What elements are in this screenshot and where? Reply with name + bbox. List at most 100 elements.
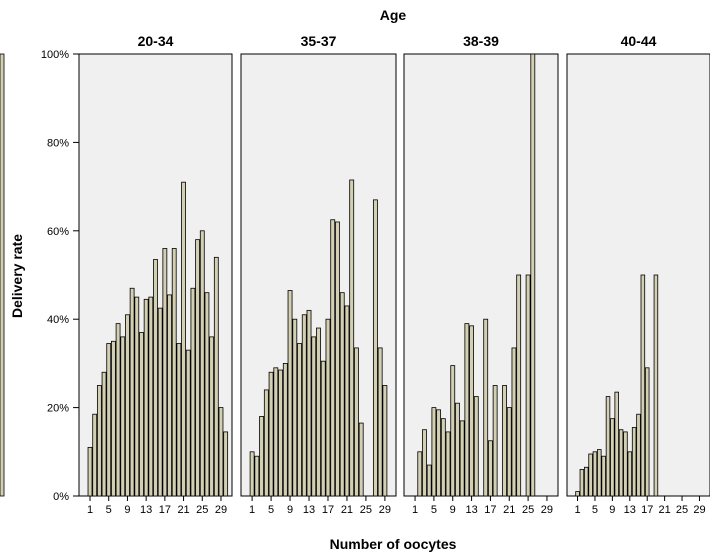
x-tick-label: 21: [341, 504, 353, 516]
x-axis-title: Number of oocytes: [330, 536, 457, 552]
bar: [96, 385, 102, 497]
bar: [422, 429, 427, 497]
x-tick-label: 5: [592, 504, 598, 516]
x-tick-label: 17: [484, 504, 496, 516]
bar: [354, 347, 359, 497]
x-tick-label: 17: [641, 504, 653, 516]
chart-title: Age: [380, 7, 407, 23]
bar: [455, 402, 460, 497]
bar: [339, 292, 345, 497]
y-tick-label: 60%: [47, 226, 69, 238]
bar: [614, 391, 619, 497]
y-tick-label: 80%: [47, 137, 69, 149]
bar: [320, 360, 326, 497]
y-axis: 0% 20% 40% 60% 80% 100%: [41, 49, 79, 503]
bar: [644, 367, 650, 497]
bar: [268, 371, 274, 497]
x-tick-label: 17: [322, 504, 334, 516]
panel-header: 20-34: [138, 33, 174, 49]
bar: [162, 248, 168, 497]
bar: [627, 451, 633, 497]
bar: [273, 367, 279, 497]
bar: [653, 274, 659, 497]
panel-35-37: 35-37 1 5 9 13 17 21 25 29: [240, 33, 397, 516]
bar: [292, 318, 298, 497]
bar: [282, 362, 288, 497]
bar: [516, 274, 522, 497]
bar: [592, 451, 598, 497]
bar: [213, 256, 219, 497]
bar: [287, 290, 293, 497]
bar: [605, 396, 611, 497]
panel-40-44: 40-44 1 5 9 13 17 21 25 29: [566, 33, 710, 516]
x-tick-label: 13: [140, 504, 152, 516]
bar: [92, 413, 98, 497]
y-axis-title: Delivery rate: [9, 234, 25, 318]
x-tick-label: 25: [196, 504, 208, 516]
bar: [204, 292, 210, 497]
bar: [297, 343, 302, 497]
bar: [431, 407, 437, 497]
x-tick-label: 1: [87, 504, 93, 516]
bar: [473, 396, 479, 497]
x-tick-label: 9: [609, 504, 615, 516]
bar: [101, 371, 107, 497]
bar: [631, 427, 637, 497]
bar: [87, 446, 93, 497]
bar: [440, 418, 446, 497]
bar: [195, 239, 200, 497]
bar: [259, 416, 265, 497]
bar: [335, 221, 340, 497]
x-tick-label: 21: [659, 504, 671, 516]
y-tick-label: 40%: [47, 314, 69, 326]
bar: [153, 259, 158, 497]
bar: [311, 336, 317, 497]
x-tick-label: 17: [159, 504, 171, 516]
x-tick-label: 25: [360, 504, 372, 516]
bar: [111, 340, 116, 497]
bar: [344, 305, 350, 497]
bar: [450, 365, 456, 497]
bar: [129, 287, 135, 497]
bar: [601, 455, 606, 497]
x-tick-label: 9: [450, 504, 456, 516]
bar: [382, 385, 388, 497]
bar: [525, 274, 531, 497]
x-tick-label: 13: [465, 504, 477, 516]
x-tick-label: 5: [268, 504, 274, 516]
x-tick-label: 25: [676, 504, 688, 516]
bar: [618, 429, 624, 497]
bar: [325, 318, 331, 497]
bar: [134, 296, 140, 497]
x-tick-label: 5: [106, 504, 112, 516]
bar: [469, 325, 474, 497]
bar: [511, 347, 517, 497]
bar: [445, 431, 451, 497]
bar: [610, 418, 615, 497]
bar: [181, 181, 186, 497]
bar: [185, 349, 191, 497]
bar: [254, 455, 260, 497]
bar: [0, 53, 5, 497]
y-tick-label: 20%: [47, 403, 69, 415]
bar: [148, 296, 154, 497]
bar: [636, 413, 641, 497]
bar: [249, 451, 255, 497]
bar: [157, 307, 163, 497]
bar: [199, 230, 205, 497]
bar: [492, 385, 498, 497]
bar: [506, 407, 512, 497]
x-tick-label: 21: [177, 504, 189, 516]
bar: [330, 219, 336, 497]
bar: [575, 491, 580, 497]
bar: [372, 199, 378, 497]
bar: [176, 343, 182, 497]
bar: [583, 466, 589, 497]
x-tick-label: 9: [287, 504, 293, 516]
panel-38-39: 38-391 5 9 13 17 21 25 29: [0, 33, 559, 516]
bar: [377, 347, 383, 497]
x-tick-label: 1: [412, 504, 418, 516]
bar: [190, 287, 196, 497]
bar: [640, 274, 646, 497]
